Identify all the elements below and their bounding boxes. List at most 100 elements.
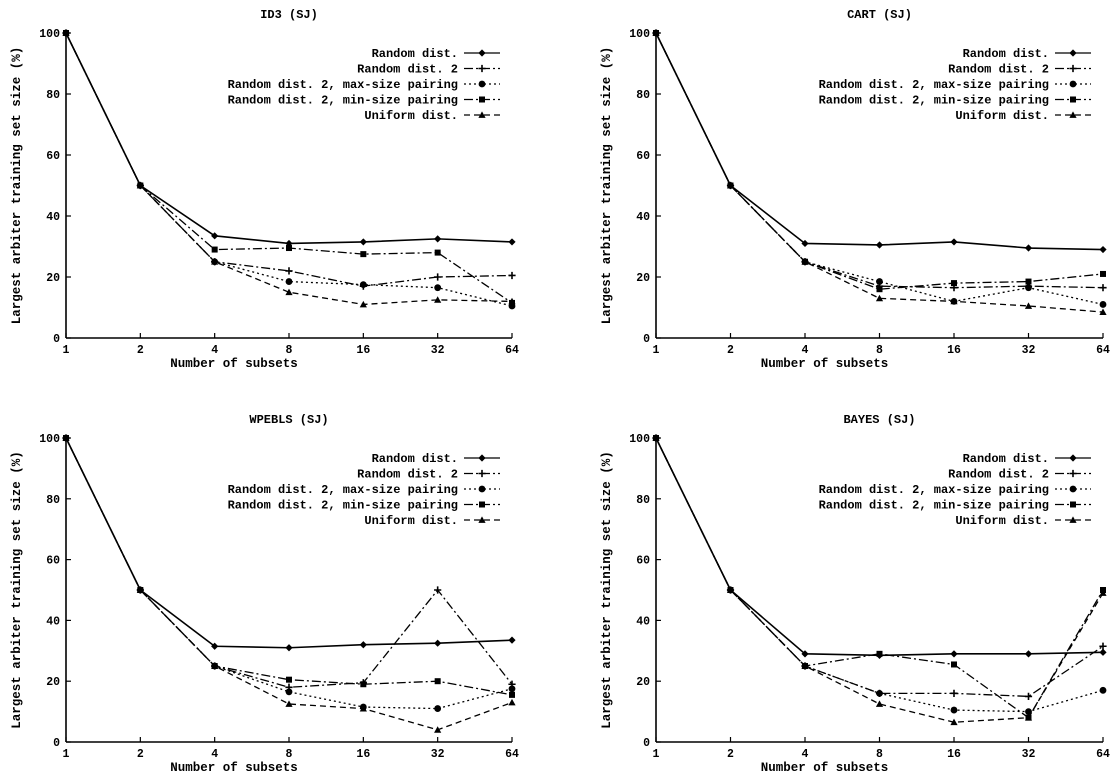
legend-entry-label: Random dist. 2, max-size pairing (228, 78, 458, 92)
data-point-series-4 (1025, 278, 1032, 285)
x-tick-label: 16 (356, 344, 370, 357)
y-tick-label: 0 (53, 737, 60, 750)
y-tick-label: 60 (636, 150, 650, 163)
data-point-series-4 (876, 286, 883, 293)
data-point-series-1 (950, 650, 958, 658)
legend-entry-label: Random dist. (372, 47, 458, 61)
data-point-series-5 (950, 297, 958, 305)
data-point-series-5 (950, 718, 958, 726)
x-tick-label: 32 (431, 344, 445, 357)
data-point-series-1 (801, 650, 809, 658)
data-point-series-5 (801, 662, 809, 669)
legend-marker (478, 469, 486, 478)
legend-marker (478, 49, 486, 57)
y-tick-label: 20 (636, 272, 650, 285)
data-point-series-5 (801, 258, 809, 265)
data-point-series-1 (1099, 648, 1107, 656)
legend-marker (478, 111, 486, 118)
x-tick-label: 2 (727, 344, 734, 357)
x-axis-label: Number of subsets (170, 761, 298, 775)
legend-marker (1070, 96, 1076, 103)
y-tick-label: 60 (636, 555, 650, 568)
chart-title: CART (SJ) (847, 8, 912, 22)
data-point-series-4 (951, 661, 957, 668)
data-point-series-5 (726, 181, 735, 189)
x-tick-label: 16 (947, 344, 961, 357)
data-point-series-1 (1024, 650, 1033, 658)
data-point-series-3 (508, 685, 516, 693)
x-tick-label: 8 (876, 344, 883, 357)
data-point-series-5 (211, 258, 219, 265)
legend-marker (1069, 454, 1077, 462)
x-tick-label: 32 (1022, 344, 1036, 357)
y-tick-label: 100 (629, 433, 650, 446)
data-point-series-4 (434, 678, 441, 685)
y-tick-label: 80 (636, 89, 650, 102)
legend-marker (478, 516, 486, 523)
y-tick-label: 20 (636, 676, 650, 689)
x-axis-label: Number of subsets (761, 761, 889, 775)
y-axis-label: Largest arbiter training set size (%) (600, 47, 614, 325)
x-tick-label: 2 (727, 748, 734, 761)
x-tick-label: 1 (653, 344, 660, 357)
legend-marker (478, 485, 486, 493)
data-point-series-3 (1099, 301, 1107, 308)
data-point-series-3 (876, 278, 883, 285)
data-point-series-3 (1025, 708, 1032, 715)
y-tick-label: 80 (636, 494, 650, 507)
data-point-series-5 (359, 300, 367, 308)
chart-title: WPEBLS (SJ) (249, 413, 328, 427)
data-point-series-1 (434, 639, 442, 647)
data-point-series-1 (950, 238, 958, 246)
x-tick-label: 1 (63, 748, 70, 761)
legend-entry-label: Random dist. 2, max-size pairing (819, 483, 1049, 497)
data-point-series-2 (1099, 642, 1107, 650)
legend-marker (1069, 64, 1077, 73)
data-point-series-5 (508, 698, 516, 706)
data-point-series-3 (285, 278, 293, 285)
y-tick-label: 100 (39, 28, 60, 41)
y-tick-label: 0 (53, 333, 60, 346)
x-tick-label: 2 (137, 748, 144, 761)
y-tick-label: 60 (46, 555, 60, 568)
y-tick-label: 40 (46, 211, 60, 224)
data-point-series-1 (508, 238, 516, 246)
data-point-series-1 (801, 239, 809, 248)
legend-marker (1069, 111, 1077, 118)
data-point-series-5 (62, 434, 70, 441)
data-point-series-1 (434, 235, 442, 243)
data-point-series-4 (434, 249, 441, 256)
data-point-series-5 (1024, 302, 1033, 309)
y-tick-label: 20 (46, 272, 60, 285)
data-point-series-5 (136, 586, 144, 593)
data-point-series-3 (434, 284, 442, 292)
data-point-series-5 (285, 288, 293, 296)
x-tick-label: 4 (211, 344, 218, 357)
legend-marker (1069, 469, 1077, 478)
chart-title: BAYES (SJ) (843, 413, 915, 427)
legend-entry-label: Random dist. 2, min-size pairing (819, 94, 1049, 108)
x-tick-label: 4 (802, 344, 809, 357)
legend-marker (1069, 516, 1077, 523)
y-tick-label: 80 (46, 494, 60, 507)
legend-entry-label: Random dist. (963, 47, 1049, 61)
data-point-series-2 (1024, 692, 1033, 700)
data-point-series-5 (1099, 589, 1107, 596)
data-point-series-2 (285, 267, 293, 275)
data-point-series-1 (211, 642, 219, 650)
data-point-series-5 (285, 700, 293, 707)
legend-entry-label: Random dist. 2 (357, 63, 458, 77)
data-point-series-4 (876, 650, 883, 657)
data-point-series-4 (360, 681, 367, 688)
data-point-series-3 (285, 688, 293, 696)
data-point-series-1 (285, 644, 293, 652)
x-tick-label: 1 (653, 748, 660, 761)
data-point-series-4 (360, 251, 367, 258)
data-point-series-5 (211, 662, 219, 669)
legend-marker (479, 96, 485, 103)
y-tick-label: 0 (643, 333, 650, 346)
legend-marker (478, 64, 486, 73)
x-tick-label: 16 (356, 748, 370, 761)
chart-panel-1: ID3 (SJ) 0 20 40 60 80 100 1 2 4 8 16 32 64 Number of … (10, 8, 519, 371)
